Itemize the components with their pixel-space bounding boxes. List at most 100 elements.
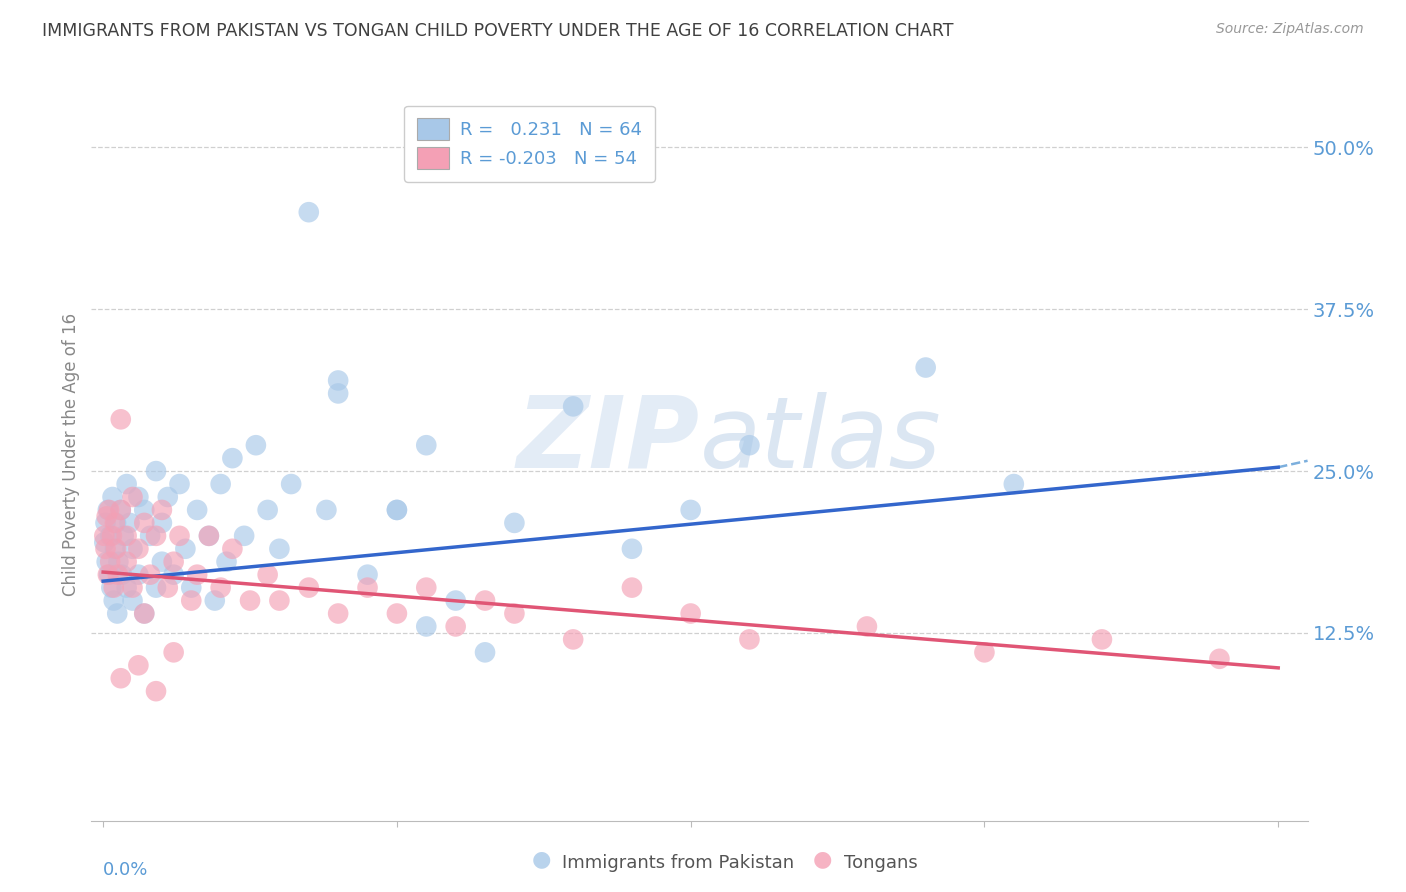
Point: [415, 581, 437, 595]
Point: [856, 619, 879, 633]
Point: [562, 400, 585, 414]
Point: [105, 607, 128, 621]
Point: [134, 607, 156, 621]
Point: [121, 581, 143, 595]
Point: [233, 529, 256, 543]
Point: [914, 360, 936, 375]
Point: [444, 593, 467, 607]
Point: [385, 503, 408, 517]
Point: [150, 555, 173, 569]
Point: [127, 658, 149, 673]
Point: [186, 503, 208, 517]
Point: [169, 477, 191, 491]
Text: atlas: atlas: [699, 392, 941, 489]
Point: [115, 555, 138, 569]
Y-axis label: Child Poverty Under the Age of 16: Child Poverty Under the Age of 16: [62, 313, 80, 597]
Point: [256, 503, 278, 517]
Point: [97, 567, 120, 582]
Point: [315, 503, 337, 517]
Point: [93, 535, 115, 549]
Point: [256, 567, 278, 582]
Point: [163, 567, 186, 582]
Point: [127, 490, 149, 504]
Point: [121, 490, 143, 504]
Point: [474, 593, 496, 607]
Point: [738, 438, 761, 452]
Point: [444, 619, 467, 633]
Point: [269, 593, 291, 607]
Point: [174, 541, 197, 556]
Text: 0.0%: 0.0%: [103, 861, 149, 879]
Point: [115, 529, 138, 543]
Legend: R =   0.231   N = 64, R = -0.203   N = 54: R = 0.231 N = 64, R = -0.203 N = 54: [404, 105, 655, 182]
Point: [103, 581, 125, 595]
Point: [110, 503, 132, 517]
Point: [186, 567, 208, 582]
Point: [356, 581, 378, 595]
Text: Tongans: Tongans: [844, 855, 917, 872]
Point: [127, 567, 149, 582]
Point: [98, 503, 121, 517]
Point: [98, 555, 121, 569]
Point: [328, 374, 350, 388]
Point: [679, 503, 702, 517]
Point: [101, 529, 124, 543]
Point: [112, 529, 135, 543]
Text: Immigrants from Pakistan: Immigrants from Pakistan: [562, 855, 794, 872]
Text: IMMIGRANTS FROM PAKISTAN VS TONGAN CHILD POVERTY UNDER THE AGE OF 16 CORRELATION: IMMIGRANTS FROM PAKISTAN VS TONGAN CHILD…: [42, 22, 953, 40]
Point: [163, 645, 186, 659]
Point: [156, 490, 179, 504]
Point: [298, 581, 321, 595]
Point: [198, 529, 221, 543]
Point: [280, 477, 302, 491]
Text: ●: ●: [531, 849, 551, 869]
Point: [415, 619, 437, 633]
Point: [150, 503, 173, 517]
Point: [385, 503, 408, 517]
Point: [115, 477, 138, 491]
Point: [107, 567, 129, 582]
Point: [180, 593, 202, 607]
Point: [298, 205, 321, 219]
Point: [239, 593, 262, 607]
Point: [620, 541, 643, 556]
Point: [209, 477, 232, 491]
Point: [245, 438, 267, 452]
Point: [169, 529, 191, 543]
Point: [180, 581, 202, 595]
Point: [98, 567, 121, 582]
Point: [96, 555, 118, 569]
Point: [1002, 477, 1025, 491]
Point: [93, 529, 115, 543]
Point: [679, 607, 702, 621]
Point: [107, 555, 129, 569]
Point: [738, 632, 761, 647]
Point: [1091, 632, 1114, 647]
Point: [100, 581, 122, 595]
Point: [356, 567, 378, 582]
Point: [215, 555, 238, 569]
Point: [145, 529, 167, 543]
Point: [562, 632, 585, 647]
Point: [204, 593, 226, 607]
Point: [101, 490, 124, 504]
Point: [103, 593, 125, 607]
Point: [98, 529, 121, 543]
Point: [328, 386, 350, 401]
Point: [105, 516, 128, 530]
Point: [110, 503, 132, 517]
Text: ZIP: ZIP: [516, 392, 699, 489]
Point: [134, 516, 156, 530]
Point: [97, 503, 120, 517]
Point: [121, 541, 143, 556]
Point: [150, 516, 173, 530]
Text: ●: ●: [813, 849, 832, 869]
Point: [385, 607, 408, 621]
Point: [221, 451, 243, 466]
Point: [503, 607, 526, 621]
Point: [415, 438, 437, 452]
Point: [104, 541, 127, 556]
Point: [474, 645, 496, 659]
Point: [127, 541, 149, 556]
Point: [973, 645, 995, 659]
